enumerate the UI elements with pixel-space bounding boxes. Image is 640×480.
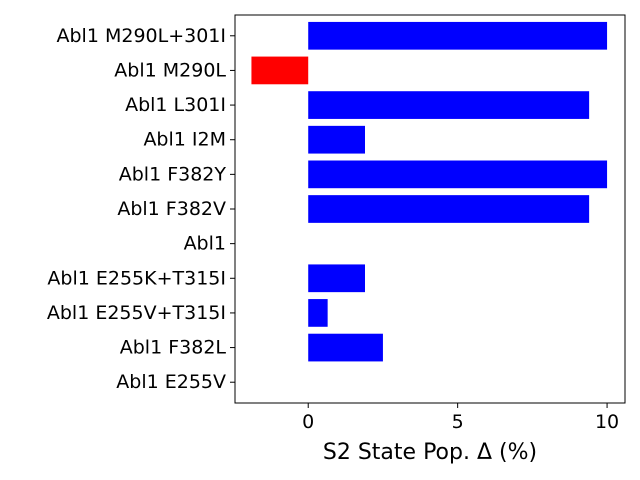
x-tick-label: 5: [452, 411, 464, 433]
y-tick-label: Abl1 E255V+T315I: [47, 302, 226, 324]
bar-9: [308, 333, 383, 362]
y-tick-label: Abl1 I2M: [143, 129, 226, 151]
bar-7: [308, 264, 365, 293]
plot-frame: [234, 14, 626, 404]
bar-1: [251, 56, 309, 85]
y-tick-label: Abl1 M290L: [114, 59, 226, 81]
y-tick-label: Abl1 E255K+T315I: [47, 267, 226, 289]
y-tick-label: Abl1 E255V: [116, 371, 226, 393]
y-tick-label: Abl1 F382Y: [119, 163, 227, 185]
y-tick-label: Abl1 F382L: [120, 337, 227, 359]
bar-4: [308, 160, 608, 189]
x-ticks: 0 5 10: [302, 403, 619, 433]
bars-group: [251, 21, 608, 362]
x-tick-label: 10: [595, 411, 619, 433]
y-tick-labels: Abl1 M290L+301I Abl1 M290L Abl1 L301I Abl1 …: [47, 25, 235, 393]
y-tick-label: Abl1 F382V: [117, 198, 226, 220]
y-tick-label: Abl1 M290L+301I: [57, 25, 227, 47]
y-tick-label: Abl1 L301I: [125, 94, 226, 116]
x-axis-label: S2 State Pop. Δ (%): [323, 440, 537, 465]
bar-2: [308, 91, 590, 119]
y-tick-label: Abl1: [184, 233, 226, 255]
bar-5: [308, 195, 590, 223]
x-tick-label: 0: [302, 411, 314, 433]
bar-8: [308, 299, 328, 327]
bar-3: [308, 125, 365, 154]
bar-0: [308, 21, 608, 50]
